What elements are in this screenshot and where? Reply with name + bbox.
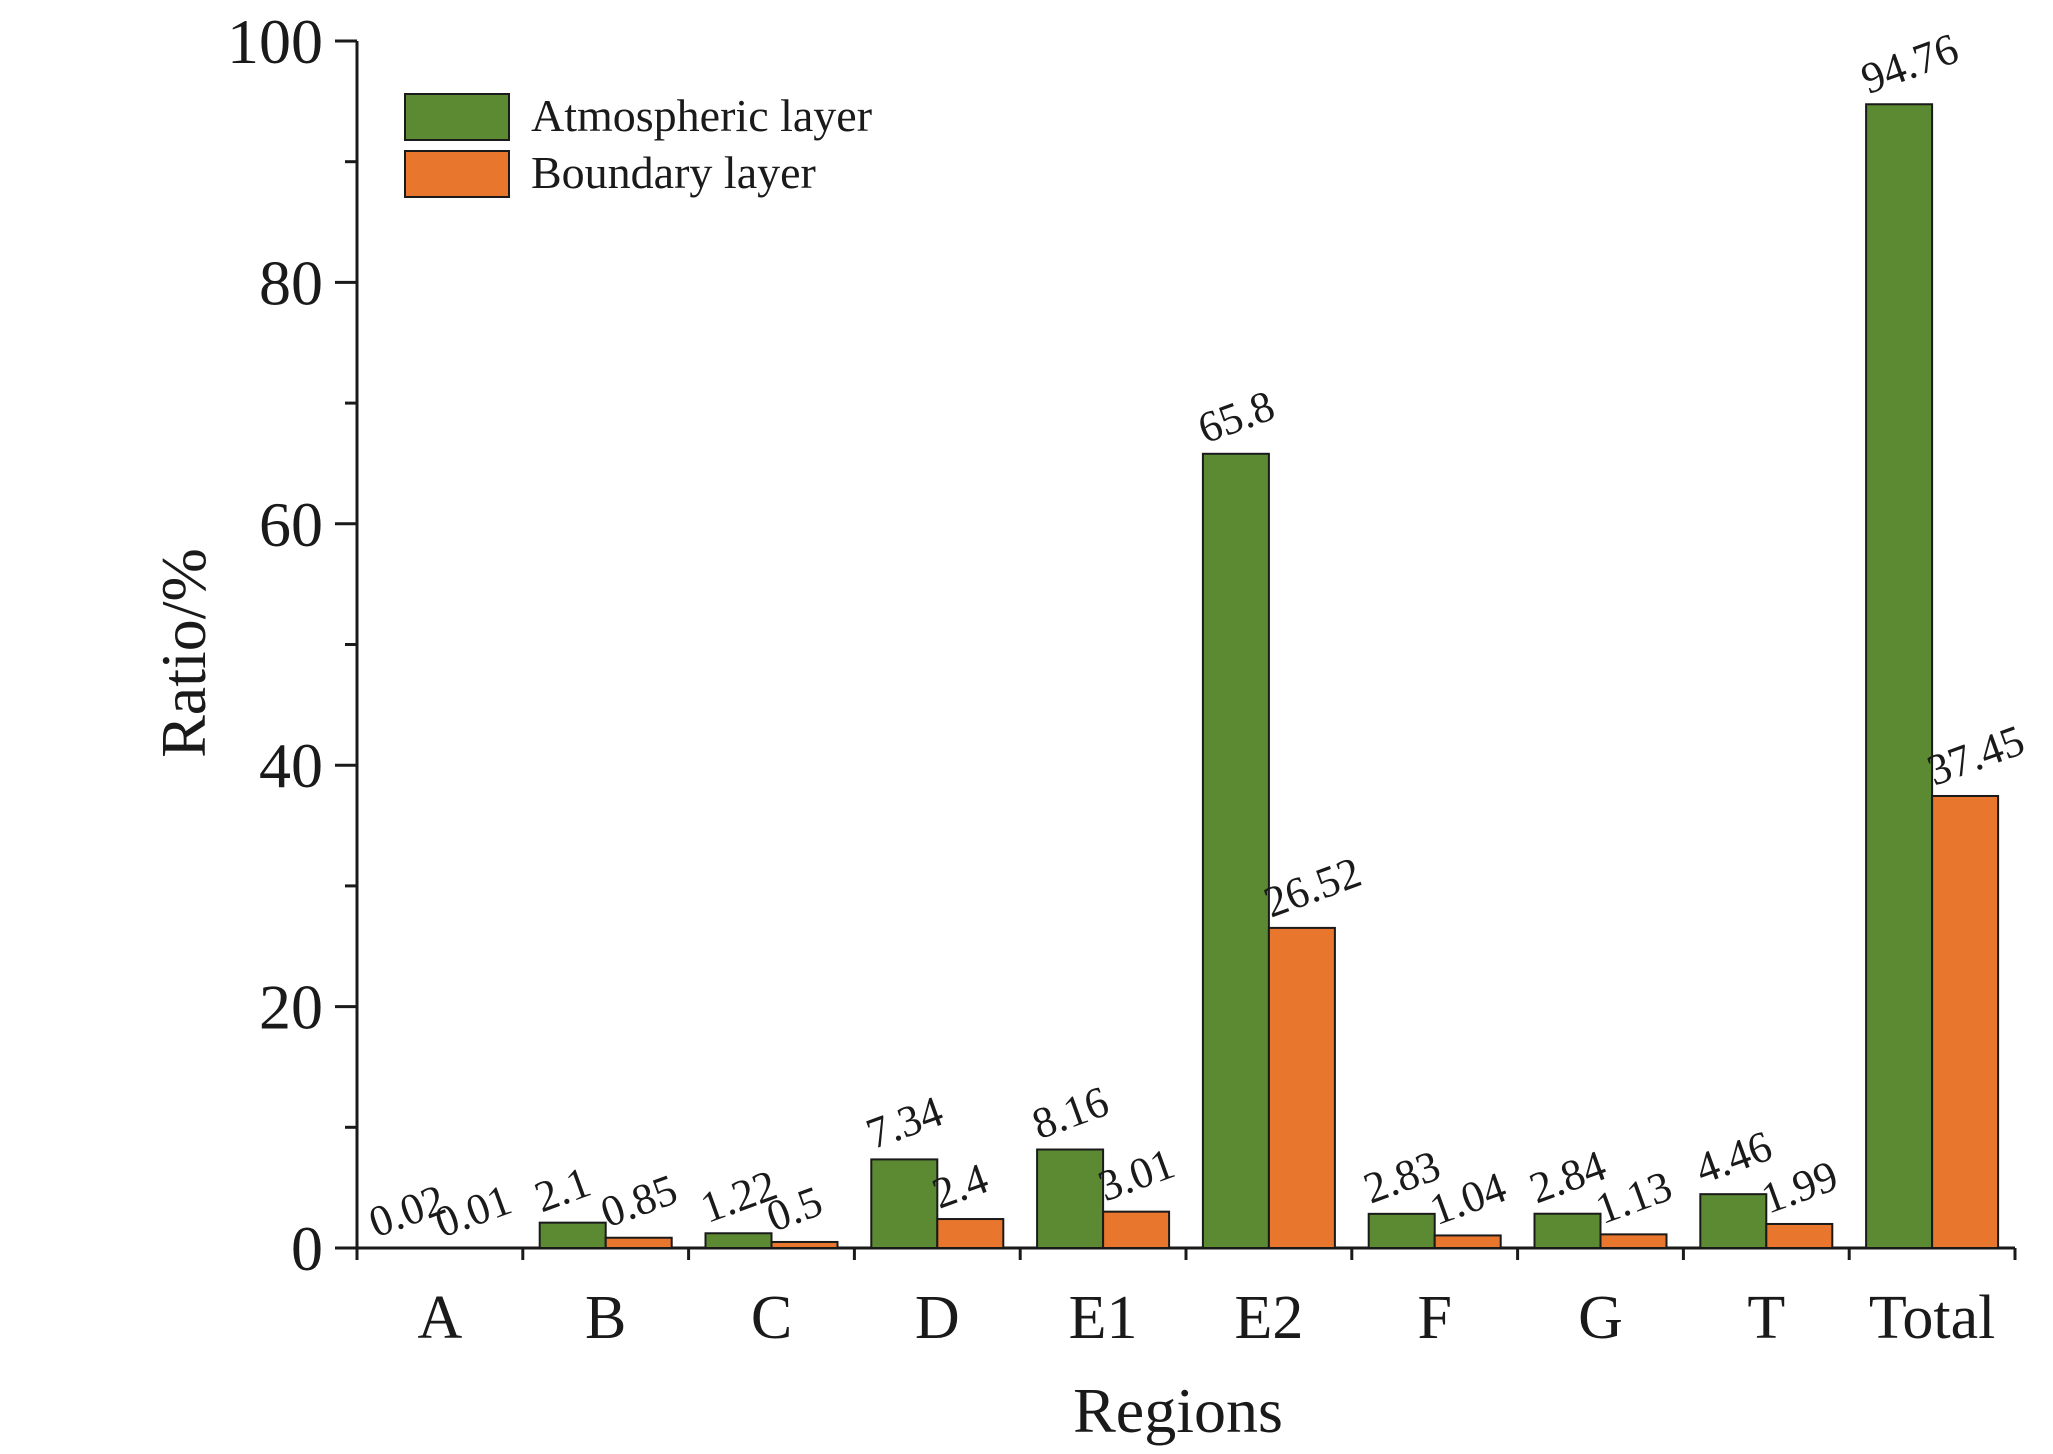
data-label: 3.01 bbox=[1092, 1139, 1181, 1211]
x-category-label: E1 bbox=[1069, 1284, 1138, 1352]
x-category-label: B bbox=[585, 1284, 626, 1352]
bar-boundary bbox=[770, 1240, 839, 1249]
y-tick-label: 20 bbox=[259, 972, 323, 1043]
bar-atmospheric bbox=[1699, 1193, 1768, 1250]
data-label: 0.01 bbox=[429, 1175, 518, 1247]
bar-boundary bbox=[936, 1218, 1005, 1249]
x-category-label: Total bbox=[1869, 1284, 1996, 1352]
bar-atmospheric bbox=[1533, 1212, 1602, 1249]
x-category-label: E2 bbox=[1234, 1284, 1303, 1352]
bar-boundary bbox=[1931, 794, 2000, 1250]
data-label: 0.85 bbox=[594, 1165, 683, 1237]
bar-atmospheric bbox=[1367, 1212, 1436, 1250]
data-label: 26.52 bbox=[1258, 847, 1368, 927]
bar-atmospheric bbox=[372, 1246, 441, 1250]
bar-boundary bbox=[1267, 926, 1336, 1250]
data-label: 2.1 bbox=[528, 1157, 596, 1222]
x-category-label: G bbox=[1578, 1284, 1623, 1352]
x-category-label: A bbox=[418, 1284, 463, 1352]
bar-atmospheric bbox=[870, 1158, 939, 1250]
legend: Atmospheric layer Boundary layer bbox=[404, 90, 872, 198]
bar-atmospheric bbox=[704, 1232, 773, 1250]
x-category-label: T bbox=[1747, 1284, 1785, 1352]
bar-boundary bbox=[1102, 1210, 1171, 1250]
bar-atmospheric bbox=[1036, 1148, 1105, 1249]
bar-boundary bbox=[1765, 1222, 1834, 1250]
x-axis-title: Regions bbox=[1073, 1375, 1283, 1446]
y-tick-label: 80 bbox=[259, 247, 323, 318]
x-category-label: F bbox=[1417, 1284, 1451, 1352]
bar-atmospheric bbox=[1865, 103, 1934, 1249]
bar-boundary bbox=[604, 1236, 673, 1249]
data-label: 7.34 bbox=[860, 1086, 949, 1158]
axes: 0 20 40 60 80 100 A B C D E1 E2 F G T Total bbox=[227, 6, 2017, 1352]
legend-label: Boundary layer bbox=[531, 147, 816, 198]
y-tick-label: 100 bbox=[227, 6, 323, 77]
data-label: 37.45 bbox=[1921, 715, 2031, 795]
data-label: 65.8 bbox=[1192, 381, 1281, 453]
y-tick-label: 40 bbox=[259, 730, 323, 801]
bar-boundary bbox=[1433, 1234, 1502, 1249]
legend-swatch-atmospheric bbox=[404, 93, 510, 141]
bar-boundary bbox=[438, 1246, 507, 1250]
bar-atmospheric bbox=[538, 1221, 607, 1249]
y-tick-label: 0 bbox=[291, 1213, 323, 1284]
x-category-label: C bbox=[751, 1284, 792, 1352]
bars bbox=[372, 103, 2000, 1250]
data-label: 94.76 bbox=[1855, 24, 1965, 104]
y-tick-label: 60 bbox=[259, 489, 323, 560]
bar-boundary bbox=[1599, 1233, 1668, 1249]
x-category-label: D bbox=[915, 1284, 960, 1352]
bar-atmospheric bbox=[1201, 452, 1270, 1249]
legend-label: Atmospheric layer bbox=[531, 90, 872, 141]
data-label: 8.16 bbox=[1026, 1077, 1115, 1149]
y-axis-title: Ratio/% bbox=[148, 548, 219, 758]
legend-swatch-boundary bbox=[404, 150, 510, 198]
